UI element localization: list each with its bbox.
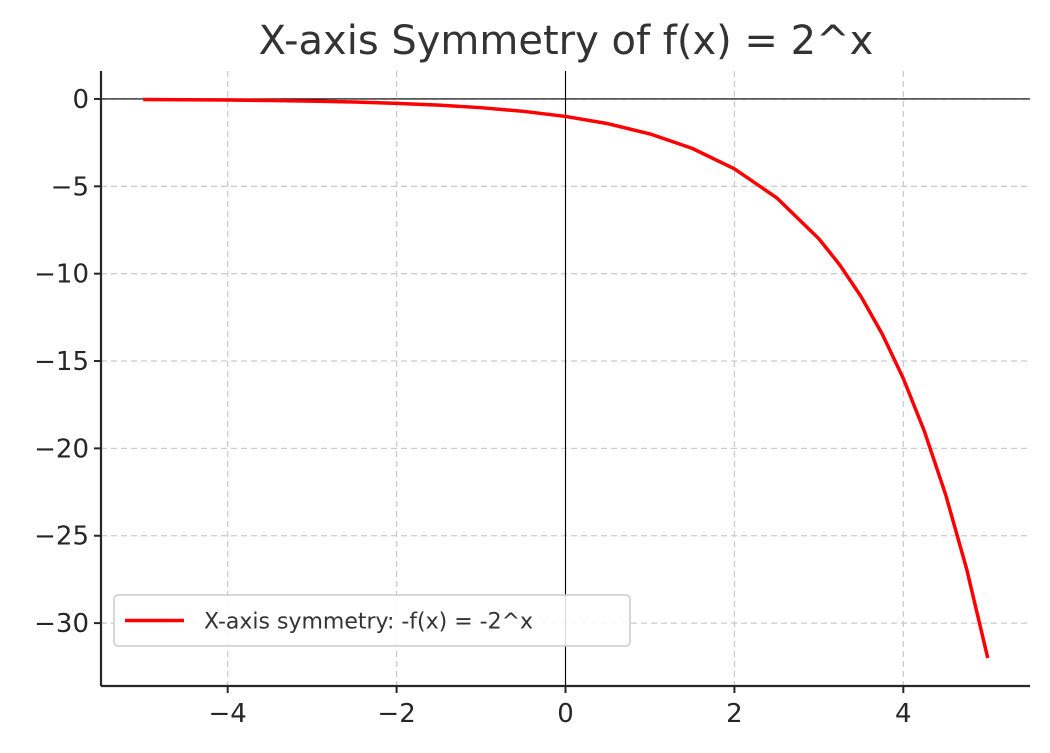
y-tick-label: −20 <box>34 434 89 464</box>
ticks: −4 −2 0 2 40−5−10−15−20−25−30 <box>34 85 911 729</box>
x-tick-label: 4 <box>895 699 912 729</box>
x-tick-label: 0 <box>557 699 574 729</box>
x-tick-label: −2 <box>377 699 415 729</box>
reference-lines <box>101 71 1030 686</box>
series <box>143 97 990 659</box>
y-tick-label: −10 <box>34 260 89 290</box>
x-tick-label: −4 <box>209 699 247 729</box>
legend: X-axis symmetry: -f(x) = -2^x <box>113 594 631 647</box>
y-tick-label: −15 <box>34 347 89 377</box>
chart-title: X-axis Symmetry of f(x) = 2^x <box>259 18 874 64</box>
legend-label: X-axis symmetry: -f(x) = -2^x <box>204 610 533 635</box>
x-tick-label: 2 <box>726 699 743 729</box>
y-tick-label: −30 <box>34 609 89 639</box>
legend-box <box>113 594 631 647</box>
y-tick-label: −5 <box>51 172 89 202</box>
y-tick-label: −25 <box>34 522 89 552</box>
y-tick-label: 0 <box>72 85 89 115</box>
series-line <box>143 97 990 659</box>
